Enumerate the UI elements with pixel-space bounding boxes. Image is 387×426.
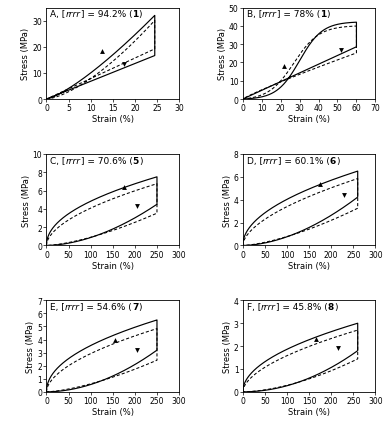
Text: ): ) (336, 156, 339, 165)
Y-axis label: Stress (MPa): Stress (MPa) (218, 28, 227, 80)
Y-axis label: Stress (MPa): Stress (MPa) (21, 28, 31, 80)
Y-axis label: Stress (MPa): Stress (MPa) (223, 320, 232, 372)
Text: ): ) (138, 302, 142, 311)
Text: 1: 1 (320, 10, 327, 19)
Text: A, [: A, [ (50, 10, 66, 19)
Text: ): ) (334, 302, 337, 311)
X-axis label: Strain (%): Strain (%) (92, 115, 134, 124)
Text: ] = 45.8% (: ] = 45.8% ( (276, 302, 328, 311)
Text: ): ) (327, 10, 330, 19)
X-axis label: Strain (%): Strain (%) (92, 407, 134, 416)
X-axis label: Strain (%): Strain (%) (288, 115, 330, 124)
Text: 1: 1 (132, 10, 139, 19)
Text: rrrr: rrrr (66, 156, 81, 165)
Text: C, [: C, [ (50, 156, 66, 165)
Text: rrrr: rrrr (261, 302, 276, 311)
Text: D, [: D, [ (247, 156, 263, 165)
Text: rrrr: rrrr (262, 10, 277, 19)
Y-axis label: Stress (MPa): Stress (MPa) (223, 174, 232, 226)
Text: ] = 70.6% (: ] = 70.6% ( (81, 156, 133, 165)
Text: ] = 94.2% (: ] = 94.2% ( (80, 10, 132, 19)
Text: E, [: E, [ (50, 302, 65, 311)
Text: ] = 54.6% (: ] = 54.6% ( (80, 302, 132, 311)
Text: B, [: B, [ (247, 10, 262, 19)
Text: rrrr: rrrr (65, 302, 80, 311)
Text: F, [: F, [ (247, 302, 261, 311)
Text: 8: 8 (328, 302, 334, 311)
Text: ] = 78% (: ] = 78% ( (277, 10, 320, 19)
Text: ] = 60.1% (: ] = 60.1% ( (278, 156, 330, 165)
Text: ): ) (139, 156, 142, 165)
X-axis label: Strain (%): Strain (%) (288, 261, 330, 270)
Y-axis label: Stress (MPa): Stress (MPa) (22, 174, 31, 226)
Text: rrrr: rrrr (263, 156, 278, 165)
Text: rrrr: rrrr (66, 10, 80, 19)
X-axis label: Strain (%): Strain (%) (288, 407, 330, 416)
X-axis label: Strain (%): Strain (%) (92, 261, 134, 270)
Text: 6: 6 (330, 156, 336, 165)
Text: 7: 7 (132, 302, 138, 311)
Text: 5: 5 (133, 156, 139, 165)
Text: ): ) (139, 10, 142, 19)
Y-axis label: Stress (MPa): Stress (MPa) (26, 320, 35, 372)
